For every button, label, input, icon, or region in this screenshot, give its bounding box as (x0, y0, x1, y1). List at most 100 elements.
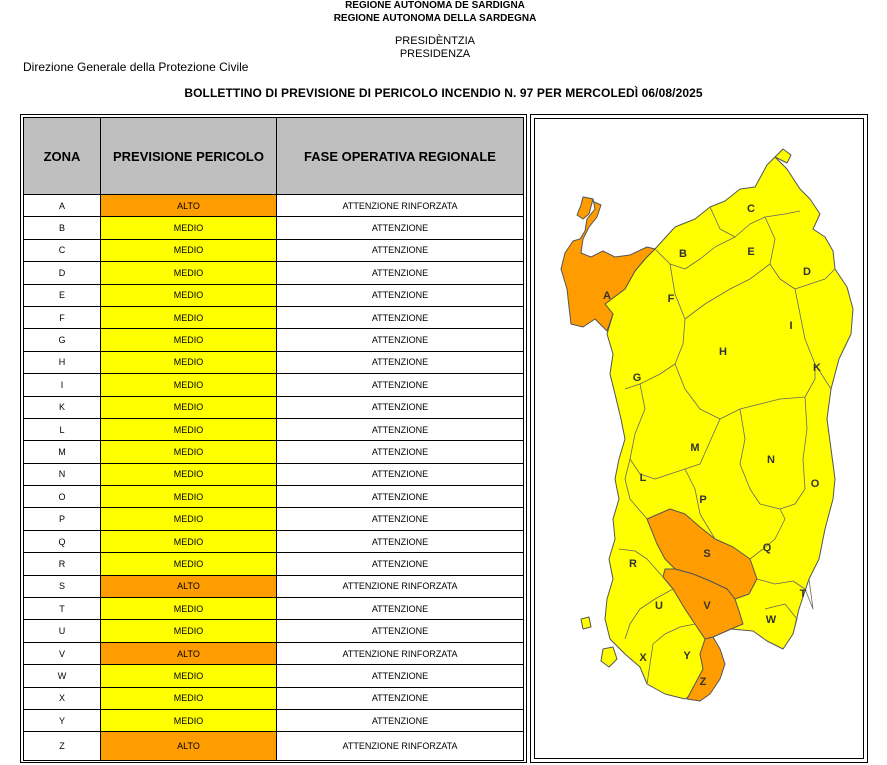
table-row: V ALTO ATTENZIONE RINFORZATA (23, 641, 524, 666)
table-row: A ALTO ATTENZIONE RINFORZATA (23, 193, 524, 218)
cell-zona: H (23, 350, 101, 375)
cell-fase: ATTENZIONE (276, 686, 524, 710)
presidency-italian: PRESIDENZA (399, 48, 471, 60)
table-row: S ALTO ATTENZIONE RINFORZATA (23, 574, 524, 599)
map-frame: A B C D E F G H I K L M N O P Q R S T U V W X Y Z (530, 114, 868, 763)
map-zone-z (686, 636, 726, 702)
cell-zona: X (23, 686, 101, 710)
table-row: U MEDIO ATTENZIONE (23, 619, 524, 643)
cell-previsione: ALTO (100, 731, 277, 762)
cell-zona: D (23, 261, 101, 285)
table-row: N MEDIO ATTENZIONE (23, 462, 524, 487)
map-label-q: Q (763, 542, 772, 554)
map-label-v: V (703, 600, 711, 612)
table-row: B MEDIO ATTENZIONE (23, 216, 524, 240)
cell-previsione: MEDIO (100, 305, 277, 330)
map-label-d: D (803, 266, 811, 278)
department-name: Direzione Generale della Protezione Civi… (23, 60, 249, 74)
cell-zona: Z (23, 731, 101, 762)
map-island-north (774, 148, 792, 164)
map-label-i: I (789, 320, 792, 332)
map-label-n: N (767, 454, 775, 466)
cell-previsione: MEDIO (100, 686, 277, 710)
table-row: I MEDIO ATTENZIONE (23, 373, 524, 397)
cell-fase: ATTENZIONE (276, 619, 524, 643)
cell-fase: ATTENZIONE (276, 462, 524, 487)
map-label-e: E (747, 246, 754, 258)
cell-previsione: ALTO (100, 641, 277, 666)
cell-zona: A (23, 193, 101, 218)
table-row: Z ALTO ATTENZIONE RINFORZATA (23, 731, 524, 762)
cell-fase: ATTENZIONE (276, 373, 524, 397)
cell-previsione: MEDIO (100, 283, 277, 307)
column-header-fase: FASE OPERATIVA REGIONALE (276, 117, 524, 195)
map-label-u: U (655, 600, 663, 612)
region-name-sardinian: REGIONE AUTÒNOMA DE SARDIGNA (345, 0, 525, 11)
cell-zona: K (23, 395, 101, 419)
cell-zona: T (23, 597, 101, 621)
map-zone-a (560, 196, 656, 332)
region-name-italian: REGIONE AUTONOMA DELLA SARDEGNA (333, 13, 537, 24)
map-label-h: H (719, 346, 727, 358)
cell-zona: M (23, 440, 101, 464)
cell-previsione: MEDIO (100, 619, 277, 643)
table-header-row: ZONA PREVISIONE PERICOLO FASE OPERATIVA … (23, 117, 524, 195)
table-row: F MEDIO ATTENZIONE (23, 305, 524, 330)
table-row: M MEDIO ATTENZIONE (23, 440, 524, 464)
map-label-l: L (640, 472, 647, 484)
table-row: C MEDIO ATTENZIONE (23, 238, 524, 263)
cell-fase: ATTENZIONE (276, 440, 524, 464)
map-label-a: A (603, 290, 611, 302)
table-row: L MEDIO ATTENZIONE (23, 417, 524, 442)
map-label-c: C (747, 203, 755, 215)
table-row: X MEDIO ATTENZIONE (23, 686, 524, 710)
cell-previsione: MEDIO (100, 529, 277, 554)
map-label-b: B (679, 248, 687, 260)
map-label-t: T (800, 588, 807, 600)
cell-fase: ATTENZIONE (276, 529, 524, 554)
table-row: H MEDIO ATTENZIONE (23, 350, 524, 375)
map-zone-s (646, 508, 758, 600)
cell-fase: ATTENZIONE RINFORZATA (276, 731, 524, 762)
cell-previsione: MEDIO (100, 238, 277, 263)
table-row: Y MEDIO ATTENZIONE (23, 708, 524, 733)
table-row: E MEDIO ATTENZIONE (23, 283, 524, 307)
cell-zona: E (23, 283, 101, 307)
map-label-r: R (629, 558, 637, 570)
map-label-p: P (699, 494, 706, 506)
cell-fase: ATTENZIONE (276, 485, 524, 509)
map-label-f: F (668, 293, 675, 305)
map-island-asinara (576, 196, 594, 220)
cell-zona: Q (23, 529, 101, 554)
table-row: Q MEDIO ATTENZIONE (23, 529, 524, 554)
cell-previsione: ALTO (100, 193, 277, 218)
cell-fase: ATTENZIONE RINFORZATA (276, 641, 524, 666)
cell-fase: ATTENZIONE (276, 238, 524, 263)
map-label-w: W (766, 614, 777, 626)
map-island-base (604, 156, 854, 700)
cell-previsione: MEDIO (100, 350, 277, 375)
cell-previsione: MEDIO (100, 417, 277, 442)
risk-table: ZONA PREVISIONE PERICOLO FASE OPERATIVA … (23, 117, 524, 762)
cell-previsione: MEDIO (100, 485, 277, 509)
cell-zona: I (23, 373, 101, 397)
cell-fase: ATTENZIONE (276, 261, 524, 285)
cell-zona: P (23, 507, 101, 531)
table-row: P MEDIO ATTENZIONE (23, 507, 524, 531)
map-label-k: K (813, 362, 821, 374)
cell-zona: W (23, 664, 101, 688)
map-island-sw1 (600, 646, 618, 668)
cell-previsione: MEDIO (100, 664, 277, 688)
cell-fase: ATTENZIONE (276, 216, 524, 240)
cell-previsione: MEDIO (100, 552, 277, 576)
cell-fase: ATTENZIONE (276, 350, 524, 375)
cell-zona: Y (23, 708, 101, 733)
cell-previsione: MEDIO (100, 440, 277, 464)
map-label-z: Z (700, 676, 707, 688)
sardinia-zone-map: A B C D E F G H I K L M N O P Q R S T U V W X Y Z (534, 118, 864, 759)
cell-fase: ATTENZIONE (276, 664, 524, 688)
cell-previsione: MEDIO (100, 373, 277, 397)
map-label-y: Y (683, 650, 691, 662)
cell-previsione: MEDIO (100, 507, 277, 531)
cell-zona: N (23, 462, 101, 487)
